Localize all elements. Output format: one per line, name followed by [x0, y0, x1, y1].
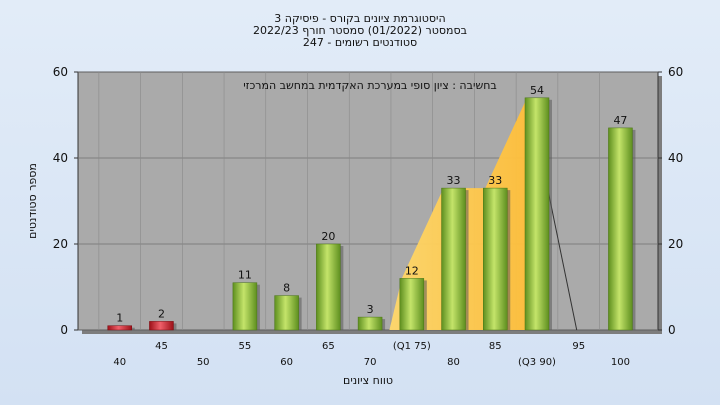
- value-label-80: 33: [447, 174, 461, 187]
- value-label-75: 12: [405, 264, 419, 277]
- bar-45: [149, 321, 174, 331]
- x-tick-70: 70: [364, 357, 377, 368]
- bar-90: [524, 97, 550, 331]
- bar-80: [441, 187, 466, 331]
- bar-65: [316, 243, 341, 331]
- y-axis-right: 0 20 40 60: [658, 65, 683, 337]
- x-tick-100: 100: [611, 357, 630, 368]
- bar-40: [107, 325, 132, 331]
- value-label-60: 8: [283, 282, 290, 295]
- bar-55: [232, 282, 258, 331]
- bar-100: [608, 127, 633, 331]
- y-axis-left: 0 20 40 60: [53, 65, 78, 337]
- x-tick-85: 85: [489, 341, 502, 352]
- value-label-70: 3: [367, 303, 374, 316]
- y-tick-left-60: 60: [53, 65, 68, 79]
- value-label-40: 1: [116, 312, 123, 325]
- x-tick-55: 55: [239, 341, 252, 352]
- chart-note: בחשיבה : ציון סופי במערכת האקדמית במחשב …: [243, 79, 497, 92]
- bar-70: [357, 316, 383, 331]
- y-tick-right-0: 0: [668, 323, 676, 337]
- x-tick-65: 65: [322, 341, 335, 352]
- bar-75: [399, 278, 425, 331]
- y-tick-right-40: 40: [668, 151, 683, 165]
- x-tick-95: 95: [572, 341, 585, 352]
- value-label-100: 47: [613, 114, 627, 127]
- x-tick-90: (Q3 90): [518, 357, 556, 368]
- y-tick-left-20: 20: [53, 237, 68, 251]
- bar-85: [483, 187, 508, 331]
- x-tick-40: 40: [113, 357, 126, 368]
- value-label-45: 2: [158, 307, 165, 320]
- x-tick-45: 45: [155, 341, 168, 352]
- x-tick-80: 80: [447, 357, 460, 368]
- x-tick-75: (Q1 75): [393, 341, 431, 352]
- bar-60: [274, 295, 299, 331]
- x-axis-ticks: 40 45 50 55 60 65 70 (Q1 75) 80 85 (Q3 90) 95 100: [113, 341, 630, 368]
- title-line-3: סטודנטים רשומים - 247: [303, 36, 417, 49]
- y-tick-right-60: 60: [668, 65, 683, 79]
- y-axis-label: מספר סטודנטים: [26, 163, 39, 239]
- value-label-85: 33: [488, 174, 502, 187]
- y-tick-right-20: 20: [668, 237, 683, 251]
- plot-area: [77, 71, 659, 331]
- x-tick-60: 60: [280, 357, 293, 368]
- title-line-2: בסמסטר (01/2022) סמסטר חורף 2022/23: [253, 24, 467, 37]
- value-label-90: 54: [530, 84, 544, 97]
- bars: [107, 97, 636, 331]
- y-tick-left-0: 0: [60, 323, 68, 337]
- x-axis-label: טווח ציונים: [343, 374, 393, 387]
- value-label-55: 11: [238, 269, 252, 282]
- value-label-65: 20: [321, 230, 335, 243]
- y-tick-left-40: 40: [53, 151, 68, 165]
- chart-title: היסטוגרמת ציונים בקורס - פיסיקה 3 בסמסטר…: [253, 12, 467, 49]
- x-tick-50: 50: [197, 357, 210, 368]
- title-line-1: היסטוגרמת ציונים בקורס - פיסיקה 3: [274, 12, 445, 25]
- grid-lines: [78, 71, 658, 331]
